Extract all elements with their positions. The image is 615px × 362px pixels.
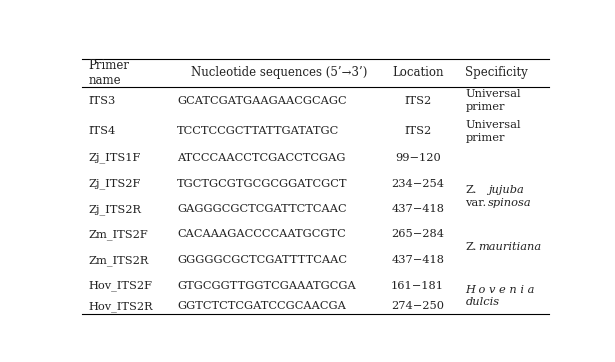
Text: 437−418: 437−418: [391, 204, 444, 214]
Text: 265−284: 265−284: [391, 230, 444, 239]
Text: Zj_ITS2R: Zj_ITS2R: [89, 204, 142, 215]
Text: GAGGGCGCTCGATTCTCAAC: GAGGGCGCTCGATTCTCAAC: [177, 204, 347, 214]
Text: 274−250: 274−250: [391, 301, 444, 311]
Text: 234−254: 234−254: [391, 178, 444, 189]
Text: Universal: Universal: [466, 89, 521, 99]
Text: Universal: Universal: [466, 120, 521, 130]
Text: primer: primer: [466, 132, 505, 143]
Text: Z.: Z.: [466, 185, 477, 195]
Text: Zj_ITS1F: Zj_ITS1F: [89, 152, 141, 163]
Text: Zm_ITS2R: Zm_ITS2R: [89, 255, 149, 265]
Text: dulcis: dulcis: [466, 297, 499, 307]
Text: CACAAAGACCCCAATGCGTC: CACAAAGACCCCAATGCGTC: [177, 230, 346, 239]
Text: ITS4: ITS4: [89, 126, 116, 135]
Text: H o v e n i a: H o v e n i a: [466, 285, 534, 295]
Text: Location: Location: [392, 66, 443, 79]
Text: 161−181: 161−181: [391, 281, 444, 291]
Text: Primer
name: Primer name: [89, 59, 130, 87]
Text: 99−120: 99−120: [395, 153, 440, 163]
Text: Nucleotide sequences (5’→3’): Nucleotide sequences (5’→3’): [191, 66, 368, 79]
Text: ITS2: ITS2: [404, 126, 431, 135]
Text: Z.: Z.: [466, 242, 477, 252]
Text: GGTCTCTCGATCCGCAACGA: GGTCTCTCGATCCGCAACGA: [177, 301, 346, 311]
Text: mauritiana: mauritiana: [478, 242, 542, 252]
Text: var.: var.: [466, 198, 486, 207]
Text: Zm_ITS2F: Zm_ITS2F: [89, 229, 149, 240]
Text: Hov_ITS2F: Hov_ITS2F: [89, 281, 153, 291]
Text: 437−418: 437−418: [391, 255, 444, 265]
Text: Specificity: Specificity: [466, 66, 528, 79]
Text: primer: primer: [466, 102, 505, 112]
Text: jujuba: jujuba: [488, 185, 524, 195]
Text: spinosa: spinosa: [488, 198, 532, 207]
Text: Zj_ITS2F: Zj_ITS2F: [89, 178, 141, 189]
Text: GCATCGATGAAGAACGCAGC: GCATCGATGAAGAACGCAGC: [177, 96, 347, 106]
Text: TGCTGCGTGCGCGGATCGCT: TGCTGCGTGCGCGGATCGCT: [177, 178, 347, 189]
Text: ITS3: ITS3: [89, 96, 116, 106]
Text: TCCTCCGCTTATTGATATGC: TCCTCCGCTTATTGATATGC: [177, 126, 339, 135]
Text: GGGGGCGCTCGATTTTCAAC: GGGGGCGCTCGATTTTCAAC: [177, 255, 347, 265]
Text: ATCCCAACCTCGACCTCGAG: ATCCCAACCTCGACCTCGAG: [177, 153, 346, 163]
Text: GTGCGGTTGGTCGAAATGCGA: GTGCGGTTGGTCGAAATGCGA: [177, 281, 355, 291]
Text: ITS2: ITS2: [404, 96, 431, 106]
Text: Hov_ITS2R: Hov_ITS2R: [89, 301, 153, 312]
